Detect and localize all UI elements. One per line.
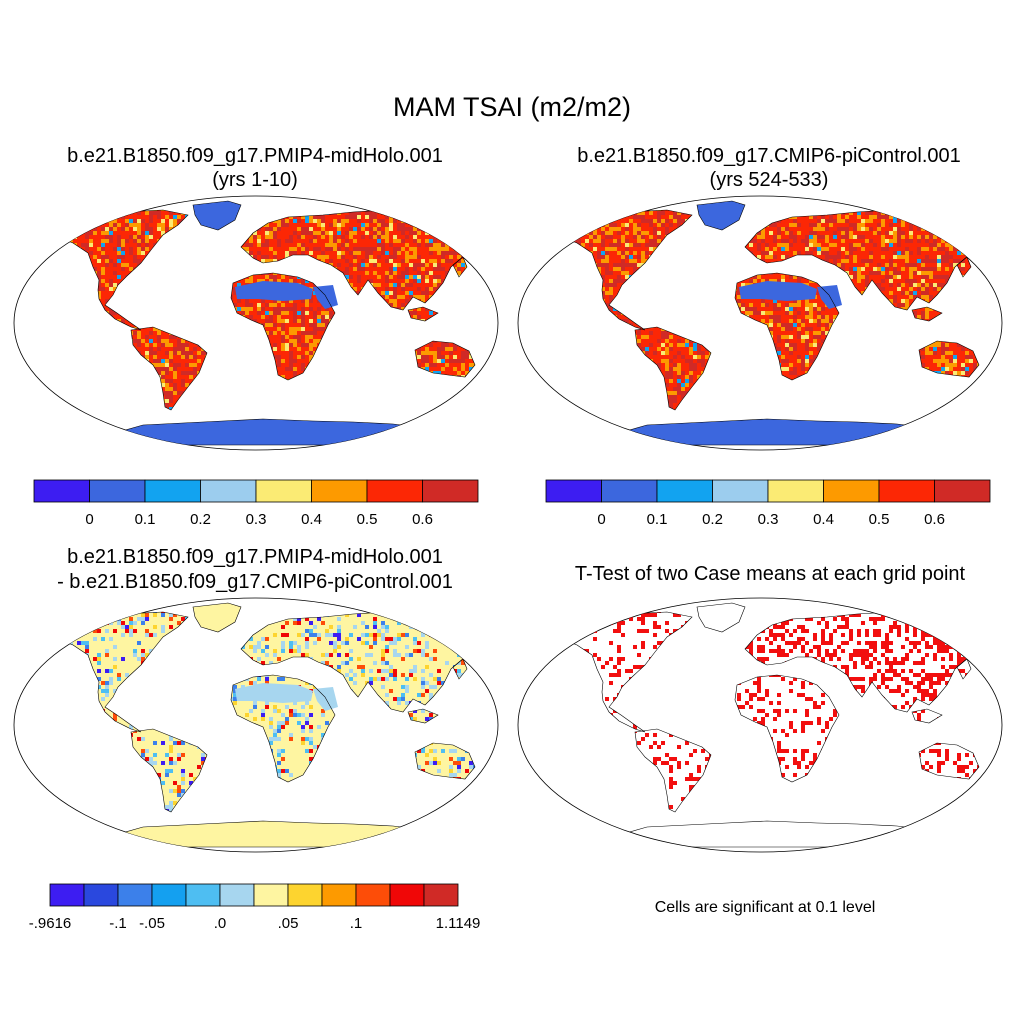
colorbar-swatch: [768, 480, 824, 502]
colorbar-swatch: [90, 480, 146, 502]
colorbar-swatch: [390, 884, 424, 906]
colorbar-label: 0.5: [357, 511, 378, 528]
colorbar-swatch: [34, 480, 90, 502]
panel-4-title: T-Test of two Case means at each grid po…: [520, 562, 1020, 586]
colorbar-swatch: [84, 884, 118, 906]
map-panel-ttest: [517, 597, 1003, 853]
colorbar-label: -.1: [109, 915, 127, 932]
colorbar-label: 0.1: [135, 511, 156, 528]
colorbar-label: 1.1149: [436, 915, 481, 932]
colorbar-swatch: [254, 884, 288, 906]
colorbar-swatch: [288, 884, 322, 906]
colorbar-label: 0.6: [412, 511, 433, 528]
colorbar-swatch: [713, 480, 769, 502]
panel-1-subtitle: (yrs 1-10): [20, 168, 490, 192]
colorbar-picontrol: 0 0.1 0.2 0.3 0.4 0.5 0.6: [544, 476, 1004, 526]
colorbar-label: 0.6: [924, 511, 945, 528]
colorbar-swatch: [657, 480, 713, 502]
colorbar-label: -.05: [139, 915, 165, 932]
significance-note: Cells are significant at 0.1 level: [520, 899, 1010, 917]
colorbar-swatch: [356, 884, 390, 906]
colorbar-swatch: [367, 480, 423, 502]
colorbar-swatch: [312, 480, 368, 502]
colorbar-label: 0: [85, 511, 93, 528]
colorbar-label: .1: [350, 915, 363, 932]
colorbar-label: 0.5: [869, 511, 890, 528]
colorbar-label: 0.3: [246, 511, 267, 528]
map-panel-difference: [13, 597, 499, 853]
colorbar-swatch: [546, 480, 602, 502]
colorbar-label: 0: [597, 511, 605, 528]
colorbar-label: 0.3: [758, 511, 779, 528]
colorbar-swatch: [186, 884, 220, 906]
colorbar-swatch: [118, 884, 152, 906]
colorbar-difference: -.9616 -.1 -.05 .0 .05 .1 1.1149: [20, 880, 500, 936]
panel-2-subtitle: (yrs 524-533): [534, 168, 1004, 192]
colorbar-label: .0: [214, 915, 227, 932]
colorbar-swatch: [145, 480, 201, 502]
colorbar-swatch: [201, 480, 257, 502]
colorbar-swatch: [424, 884, 458, 906]
colorbar-label: .05: [278, 915, 299, 932]
colorbar-swatch: [879, 480, 935, 502]
colorbar-label: -.9616: [29, 915, 72, 932]
colorbar-label: 0.4: [301, 511, 322, 528]
colorbar-swatch: [220, 884, 254, 906]
colorbar-swatch: [322, 884, 356, 906]
colorbar-label: 0.1: [647, 511, 668, 528]
map-panel-midholo: [13, 195, 499, 451]
panel-2-title: b.e21.B1850.f09_g17.CMIP6-piControl.001: [534, 144, 1004, 168]
panel-1-title: b.e21.B1850.f09_g17.PMIP4-midHolo.001: [20, 144, 490, 168]
colorbar-swatch: [824, 480, 880, 502]
figure-title: MAM TSAI (m2/m2): [0, 92, 1024, 123]
colorbar-swatch: [935, 480, 991, 502]
colorbar-swatch: [423, 480, 479, 502]
colorbar-midholo: 0 0.1 0.2 0.3 0.4 0.5 0.6: [30, 476, 490, 526]
colorbar-swatch: [602, 480, 658, 502]
colorbar-label: 0.2: [702, 511, 723, 528]
panel-3-title: b.e21.B1850.f09_g17.PMIP4-midHolo.001: [20, 545, 490, 569]
colorbar-swatch: [50, 884, 84, 906]
colorbar-label: 0.2: [190, 511, 211, 528]
colorbar-swatch: [256, 480, 312, 502]
panel-3-subtitle: - b.e21.B1850.f09_g17.CMIP6-piControl.00…: [20, 570, 490, 594]
colorbar-label: 0.4: [813, 511, 834, 528]
colorbar-swatch: [152, 884, 186, 906]
map-panel-picontrol: [517, 195, 1003, 451]
